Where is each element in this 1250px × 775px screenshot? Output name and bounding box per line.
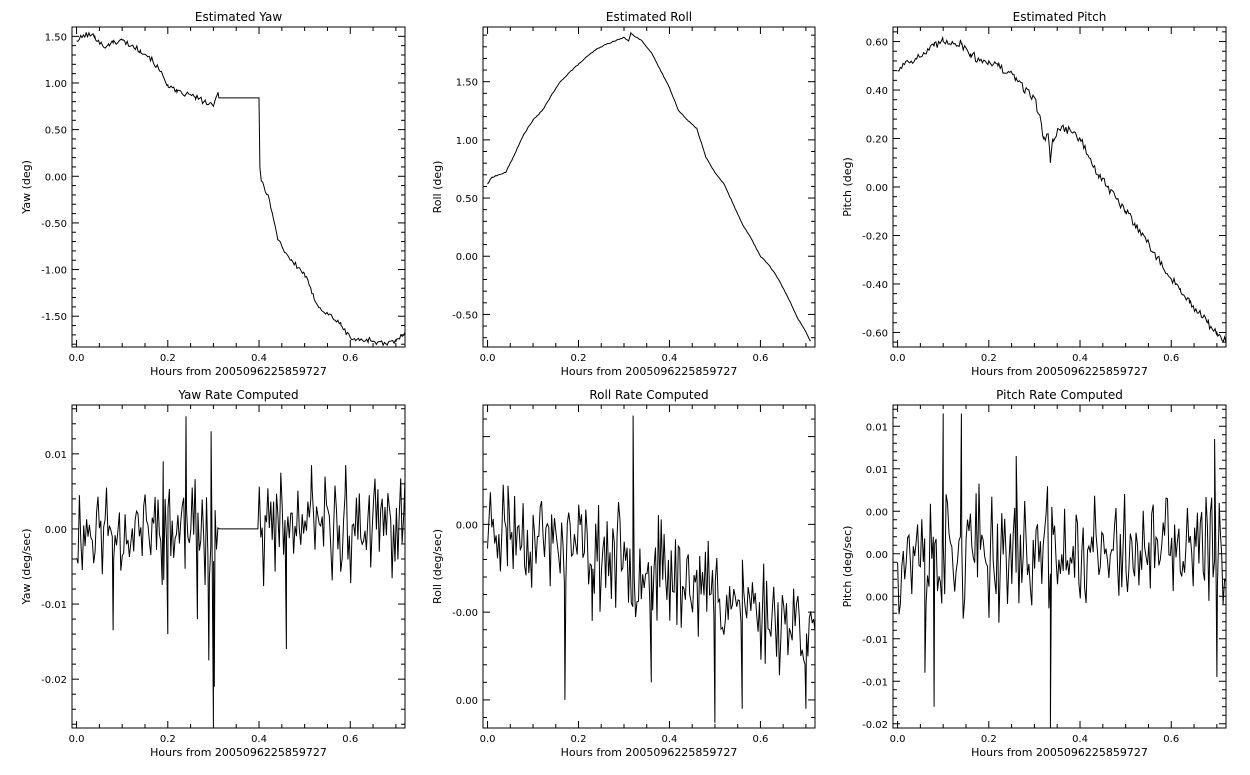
x-tick-label: 0.0 <box>69 734 85 745</box>
y-tick-label: 0.00 <box>866 592 888 603</box>
y-tick-label: -0.50 <box>41 219 67 230</box>
chart-title: Yaw Rate Computed <box>177 388 298 402</box>
x-axis-label: Hours from 2005096225859727 <box>561 746 738 759</box>
y-tick-label: -1.00 <box>41 266 67 277</box>
x-tick-label: 0.0 <box>890 734 906 745</box>
series-line-1 <box>76 31 406 347</box>
y-tick-label: 0.00 <box>45 172 67 183</box>
x-tick-label: 0.2 <box>160 734 176 745</box>
chart-panel-3: Estimated Pitch 0.0 0.2 0.4 0.6 0.60 0.40 0.20 0… <box>841 10 1227 378</box>
y-tick-label: -1.50 <box>41 312 67 323</box>
y-tick-label: 0.50 <box>456 194 478 205</box>
y-tick-label: -0.50 <box>452 310 478 321</box>
series-line-1 <box>487 31 811 342</box>
series-line-1 <box>897 413 1227 729</box>
y-tick-label: 1.50 <box>45 32 67 43</box>
x-tick-label: 0.2 <box>571 734 587 745</box>
x-axis-label: Hours from 2005096225859727 <box>150 365 327 378</box>
x-axis-label: Hours from 2005096225859727 <box>150 746 327 759</box>
x-tick-label: 0.4 <box>251 734 267 745</box>
y-tick-label: 0.00 <box>456 252 478 263</box>
y-tick-label: 1.00 <box>45 79 67 90</box>
x-axis-label: Hours from 2005096225859727 <box>561 365 738 378</box>
chart-panel-4: Yaw Rate Computed 0.0 0.2 0.4 0.6 0.01 0.00 -0.… <box>20 388 406 759</box>
x-tick-label: 0.0 <box>480 353 496 364</box>
series-line-1 <box>897 35 1227 343</box>
chart-title: Estimated Yaw <box>195 10 282 24</box>
y-tick-label: 1.50 <box>456 78 478 89</box>
y-tick-label: 0.00 <box>866 183 888 194</box>
series-line-1 <box>76 416 406 725</box>
y-tick-label: -0.00 <box>452 608 478 619</box>
x-tick-label: 0.4 <box>1072 353 1088 364</box>
plot-frame <box>71 26 406 348</box>
y-axis-label: Pitch (deg/sec) <box>841 526 854 608</box>
x-tick-label: 0.2 <box>981 353 997 364</box>
y-tick-label: 0.40 <box>866 86 888 97</box>
chart-panel-6: Pitch Rate Computed 0.0 0.2 0.4 0.6 0.01 0.01 0… <box>841 388 1227 759</box>
y-tick-label: -0.01 <box>862 635 888 646</box>
y-tick-label: -0.02 <box>41 675 67 686</box>
plot-frame <box>482 404 816 729</box>
x-tick-label: 0.0 <box>890 353 906 364</box>
x-tick-label: 0.6 <box>752 734 768 745</box>
x-tick-label: 0.4 <box>251 353 267 364</box>
y-tick-label: 0.00 <box>866 550 888 561</box>
x-tick-label: 0.4 <box>662 734 678 745</box>
chart-panel-1: Estimated Yaw 0.0 0.2 0.4 0.6 1.50 1.00 0.50 0.0… <box>20 10 406 378</box>
y-tick-label: -0.40 <box>862 280 888 291</box>
y-tick-label: 0.50 <box>45 126 67 137</box>
y-tick-label: 0.01 <box>866 422 888 433</box>
y-tick-label: 0.01 <box>45 450 67 461</box>
y-tick-label: 0.00 <box>456 696 478 707</box>
y-tick-label: 0.20 <box>866 135 888 146</box>
y-tick-label: 1.00 <box>456 136 478 147</box>
plot-frame <box>892 26 1227 348</box>
x-tick-label: 0.6 <box>342 734 358 745</box>
y-tick-label: -0.60 <box>862 328 888 339</box>
y-tick-label: 0.00 <box>456 520 478 531</box>
x-tick-label: 0.0 <box>69 353 85 364</box>
y-axis-label: Roll (deg/sec) <box>431 529 444 604</box>
series-line-1 <box>487 415 816 723</box>
chart-title: Roll Rate Computed <box>589 388 708 402</box>
y-axis-label: Roll (deg) <box>431 161 444 214</box>
x-tick-label: 0.2 <box>571 353 587 364</box>
x-tick-label: 0.6 <box>752 353 768 364</box>
chart-title: Estimated Roll <box>606 10 692 24</box>
x-tick-label: 0.6 <box>1163 734 1179 745</box>
plot-frame <box>482 26 816 348</box>
chart-title: Estimated Pitch <box>1013 10 1107 24</box>
x-axis-label: Hours from 2005096225859727 <box>971 365 1148 378</box>
y-tick-label: -0.02 <box>862 720 888 731</box>
y-tick-label: -0.01 <box>862 677 888 688</box>
x-tick-label: 0.2 <box>981 734 997 745</box>
x-tick-label: 0.4 <box>662 353 678 364</box>
plot-frame <box>71 404 406 729</box>
y-axis-label: Yaw (deg) <box>20 160 33 215</box>
y-tick-label: -0.01 <box>41 600 67 611</box>
y-tick-label: 0.01 <box>866 465 888 476</box>
chart-title: Pitch Rate Computed <box>996 388 1123 402</box>
y-tick-label: 0.00 <box>866 507 888 518</box>
x-tick-label: 0.0 <box>480 734 496 745</box>
x-axis-label: Hours from 2005096225859727 <box>971 746 1148 759</box>
x-tick-label: 0.2 <box>160 353 176 364</box>
y-tick-label: 0.00 <box>45 525 67 536</box>
plot-frame <box>892 404 1227 729</box>
x-tick-label: 0.4 <box>1072 734 1088 745</box>
chart-panel-5: Roll Rate Computed 0.0 0.2 0.4 0.6 0.00 -0.00 0… <box>431 388 816 759</box>
y-axis-label: Pitch (deg) <box>841 157 854 217</box>
y-tick-label: -0.20 <box>862 231 888 242</box>
x-tick-label: 0.6 <box>342 353 358 364</box>
x-tick-label: 0.6 <box>1163 353 1179 364</box>
y-axis-label: Yaw (deg/sec) <box>20 528 33 605</box>
chart-panel-2: Estimated Roll 0.0 0.2 0.4 0.6 1.50 1.00 0.50 0.… <box>431 10 816 378</box>
y-tick-label: 0.60 <box>866 38 888 49</box>
